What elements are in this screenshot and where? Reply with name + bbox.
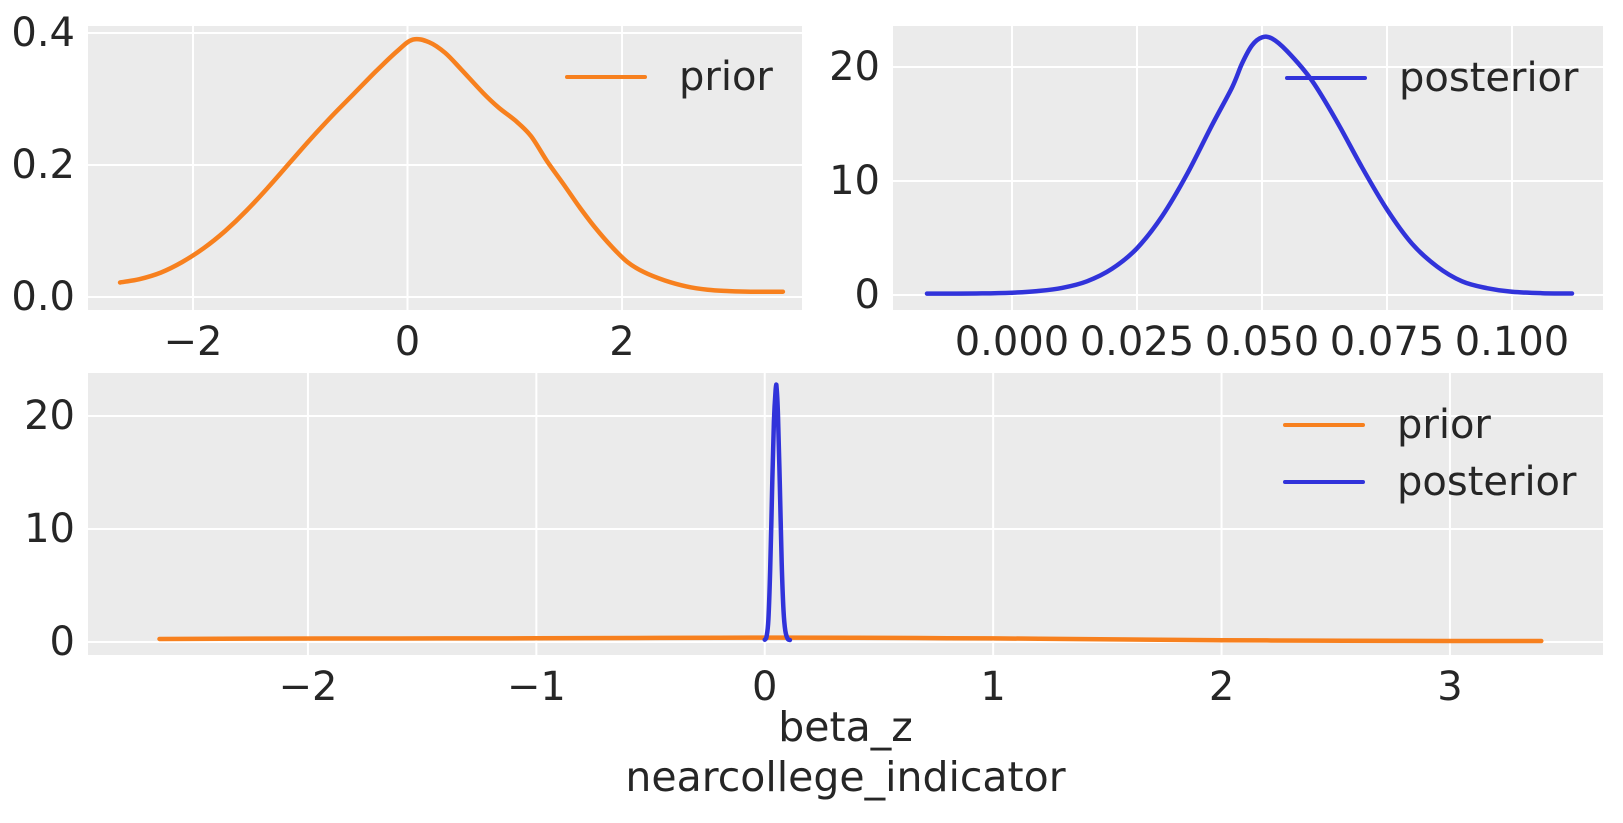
x-axis-label-line-2: nearcollege_indicator — [625, 753, 1066, 801]
y-tick-label: 20 — [24, 393, 75, 440]
prior-legend-line-icon — [1283, 422, 1365, 428]
x-axis-label-line-1: beta_z — [778, 703, 913, 751]
x-tick-label: 0 — [752, 664, 778, 710]
prior-curve — [117, 36, 786, 294]
x-tick-label: −1 — [506, 664, 566, 710]
y-tick-label: 10 — [829, 158, 880, 205]
x-tick-label: 0.100 — [1454, 319, 1570, 365]
x-tick-label: 0.050 — [1204, 319, 1320, 365]
y-tick-label: 0.2 — [11, 141, 75, 188]
x-axis-label: beta_z nearcollege_indicator — [88, 702, 1603, 802]
legend-entry-prior: prior — [1283, 401, 1491, 449]
prior-curve — [157, 635, 1544, 644]
subplot-bottom-prior-posterior — [88, 373, 1603, 655]
x-tick-label: 2 — [1208, 664, 1235, 710]
y-tick-label: 0 — [49, 618, 75, 665]
legend-label-prior: prior — [679, 54, 773, 100]
legend-entry-posterior: posterior — [1283, 458, 1576, 506]
x-tick-label: −2 — [278, 664, 338, 710]
x-tick-label: 2 — [609, 319, 635, 365]
legend-label-prior: prior — [1397, 402, 1491, 448]
legend-label-posterior: posterior — [1397, 459, 1577, 505]
y-tick-label: 20 — [829, 44, 880, 91]
prior-legend-line-icon — [565, 74, 647, 80]
y-tick-label: 10 — [24, 506, 75, 553]
posterior-legend-line-icon — [1285, 75, 1367, 81]
x-tick-label: 0 — [394, 319, 421, 365]
subplot-top-left-prior — [88, 26, 802, 310]
posterior-curve — [762, 382, 793, 643]
y-tick-label: 0.0 — [11, 273, 75, 320]
subplot-top-right-posterior — [893, 26, 1603, 310]
x-tick-label: 0.025 — [1079, 319, 1195, 365]
legend-entry-prior: prior — [565, 53, 773, 101]
x-tick-label: 0.000 — [954, 319, 1070, 365]
x-tick-label: 1 — [980, 664, 1006, 710]
x-tick-label: 3 — [1437, 664, 1463, 710]
posterior-curve — [924, 34, 1575, 296]
y-tick-label: 0.4 — [11, 9, 75, 56]
x-tick-label: 0.075 — [1329, 319, 1445, 365]
posterior-legend-line-icon — [1283, 479, 1365, 485]
x-tick-label: −2 — [163, 319, 223, 365]
legend-entry-posterior: posterior — [1285, 54, 1578, 102]
y-tick-label: 0 — [854, 271, 880, 318]
legend-label-posterior: posterior — [1399, 55, 1579, 101]
